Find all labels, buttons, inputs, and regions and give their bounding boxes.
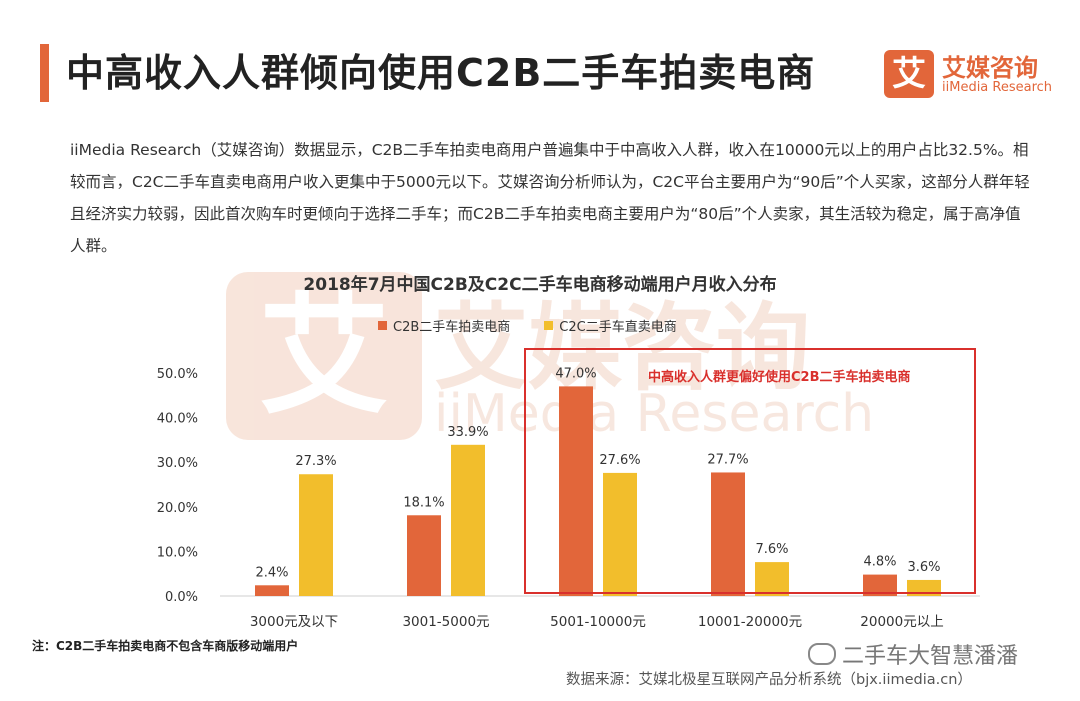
y-tick-label: 50.0% [157,367,198,382]
footnote: 注：C2B二手车拍卖电商不包含车商版移动端用户 [32,639,299,653]
x-tick-label: 10001-20000元 [698,614,802,630]
bar-c2c [603,472,637,596]
y-tick-label: 0.0% [165,590,198,605]
title-accent-bar [40,44,49,102]
y-tick-label: 10.0% [157,545,198,560]
data-label: 2.4% [255,565,288,580]
bar-c2c [451,444,485,596]
y-tick-label: 20.0% [157,501,198,516]
logo-text-en: iiMedia Research [942,80,1053,95]
bar-c2b [407,515,441,596]
legend-swatch-c2c [544,321,554,330]
legend-swatch-c2b [378,321,387,330]
legend-item-c2b: C2B二手车拍卖电商 [378,316,510,335]
legend-item-c2c: C2C二手车直卖电商 [544,316,677,335]
chart-title: 2018年7月中国C2B及C2C二手车电商移动端用户月收入分布 [303,275,777,295]
bar-c2c [299,474,333,596]
bar-c2c [755,562,789,596]
highlight-box [524,348,976,594]
data-label: 27.7% [707,452,748,467]
logo-mark: 艾 [884,50,934,98]
bar-c2b [559,386,593,596]
x-tick-label: 3000元及以下 [250,614,338,630]
y-tick-label: 30.0% [157,456,198,471]
data-label: 4.8% [863,555,896,570]
legend-label-c2c: C2C二手车直卖电商 [559,320,677,335]
x-tick-label: 5001-10000元 [550,614,646,630]
data-label: 3.6% [907,560,940,575]
data-label: 18.1% [403,495,444,510]
x-tick-label: 3001-5000元 [402,614,489,630]
brand-logo: 艾 艾媒咨询 iiMedia Research [884,46,1064,106]
bar-c2b [863,574,897,596]
highlight-annotation: 中高收入人群更偏好使用C2B二手车拍卖电商 [648,370,911,385]
wechat-account: 二手车大智慧潘潘 [808,638,1018,670]
data-source: 数据来源：艾媒北极星互联网产品分析系统（bjx.iimedia.cn） [566,672,972,688]
data-label: 47.0% [555,366,596,381]
data-label: 27.6% [599,453,640,468]
logo-text-cn: 艾媒咨询 [942,54,1038,82]
y-tick-label: 40.0% [157,412,198,427]
legend-label-c2b: C2B二手车拍卖电商 [393,320,511,335]
data-label: 7.6% [755,542,788,557]
bar-c2c [907,579,941,596]
description-paragraph: iiMedia Research（艾媒咨询）数据显示，C2B二手车拍卖电商用户普… [70,141,1030,255]
page-title: 中高收入人群倾向使用C2B二手车拍卖电商 [66,51,816,95]
chart-legend: C2B二手车拍卖电商 C2C二手车直卖电商 [378,316,677,335]
wechat-icon [808,643,836,665]
wechat-account-name: 二手车大智慧潘潘 [842,644,1019,669]
x-tick-label: 20000元以上 [860,614,943,630]
data-label: 33.9% [447,425,488,440]
bar-c2b [255,585,289,596]
bar-c2b [711,472,745,596]
data-label: 27.3% [295,454,336,469]
